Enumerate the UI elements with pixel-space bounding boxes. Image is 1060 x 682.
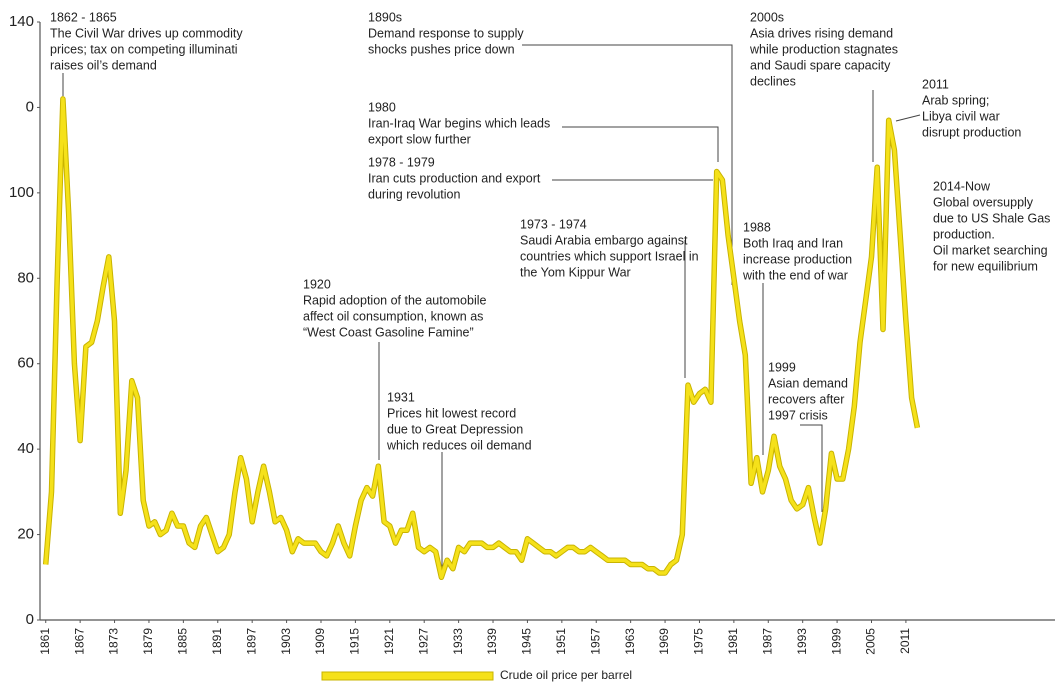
annotation-text: 1997 crisis: [768, 408, 828, 422]
annotation-title: 1980: [368, 100, 396, 114]
annotation-title: 1862 - 1865: [50, 10, 117, 24]
y-tick-label: 0: [26, 611, 34, 628]
x-tick-label: 1873: [107, 628, 121, 655]
x-tick-label: 1993: [795, 628, 809, 655]
annotation-title: 1988: [743, 220, 771, 234]
annotation-text: Arab spring;: [922, 93, 989, 107]
annotation-text: Saudi Arabia embargo against: [520, 233, 688, 247]
x-tick-label: 1921: [382, 628, 396, 655]
annotation-title: 1978 - 1979: [368, 155, 435, 169]
annotation-text: production.: [933, 227, 995, 241]
x-tick-label: 1867: [72, 628, 86, 655]
annotation-title: 1890s: [368, 10, 402, 24]
annotation-text: Iran-Iraq War begins which leads: [368, 116, 550, 130]
annotation-text: with the end of war: [742, 268, 848, 282]
y-tick-label: 100: [9, 184, 34, 201]
annotation-text: which reduces oil demand: [386, 438, 532, 452]
x-tick-label: 1915: [348, 628, 362, 655]
leader-line: [522, 44, 733, 285]
annotation-text: Rapid adoption of the automobile: [303, 293, 487, 307]
y-tick-label: 140: [9, 13, 34, 30]
annotation-text: for new equilibrium: [933, 259, 1038, 273]
annotation-title: 2011: [922, 77, 949, 91]
annotation-text: Prices hit lowest record: [387, 406, 516, 420]
x-tick-label: 1909: [313, 628, 327, 655]
x-tick-label: 1933: [451, 628, 465, 655]
x-tick-label: 1885: [176, 628, 190, 655]
y-tick-label: 80: [17, 269, 34, 286]
annotation-text: while production stagnates: [749, 42, 898, 56]
x-tick-label: 1999: [829, 628, 843, 655]
x-tick-label: 1939: [485, 628, 499, 655]
x-tick-label: 1897: [244, 628, 258, 655]
y-tick-label: 60: [17, 355, 34, 372]
annotation-text: Both Iraq and Iran: [743, 236, 843, 250]
x-tick-label: 1891: [210, 628, 224, 655]
annotation-title: 1973 - 1974: [520, 217, 587, 231]
leader-line: [800, 424, 823, 512]
annotation-text: and Saudi spare capacity: [750, 58, 891, 72]
annotation-text: Asia drives rising demand: [750, 26, 893, 40]
annotation-text: declines: [750, 74, 796, 88]
annotation-text: export slow further: [368, 132, 471, 146]
annotation-text: disrupt production: [922, 125, 1021, 139]
annotation-text: prices; tax on competing illuminati: [50, 42, 238, 56]
annotation-text: Demand response to supply: [368, 26, 524, 40]
x-tick-label: 1927: [416, 628, 430, 655]
x-tick-label: 1987: [760, 628, 774, 655]
annotation-text: recovers after: [768, 392, 844, 406]
annotation-text: affect oil consumption, known as: [303, 309, 483, 323]
leader-line: [562, 126, 719, 162]
annotation-text: due to Great Depression: [387, 422, 523, 436]
annotation-title: 2014-Now: [933, 179, 991, 193]
annotation-title: 1999: [768, 360, 796, 374]
x-tick-label: 1903: [279, 628, 293, 655]
annotation-text: Oil market searching: [933, 243, 1048, 257]
x-tick-label: 1963: [623, 628, 637, 655]
annotation-text: The Civil War drives up commodity: [50, 26, 243, 40]
annotation-text: increase production: [743, 252, 852, 266]
legend-swatch: [321, 671, 494, 681]
annotation-title: 1931: [387, 390, 415, 404]
annotation-text: Libya civil war: [922, 109, 1000, 123]
x-tick-label: 1951: [554, 628, 568, 655]
annotation-text: Global oversupply: [933, 195, 1034, 209]
x-tick-label: 1975: [692, 628, 706, 655]
annotation-text: due to US Shale Gas: [933, 211, 1050, 225]
annotation-text: raises oil’s demand: [50, 58, 157, 72]
annotation-text: during revolution: [368, 187, 460, 201]
x-tick-label: 1981: [726, 628, 740, 655]
y-tick-label: 0: [26, 98, 34, 115]
annotation-title: 2000s: [750, 10, 784, 24]
x-tick-label: 1879: [141, 628, 155, 655]
annotation-text: the Yom Kippur War: [520, 265, 631, 279]
leader-line: [895, 114, 921, 122]
y-tick-label: 40: [17, 440, 34, 457]
annotation-text: countries which support Israel in: [520, 249, 699, 263]
x-tick-label: 1957: [588, 628, 602, 655]
annotation-text: “West Coast Gasoline Famine”: [303, 325, 474, 339]
annotation-text: Iran cuts production and export: [368, 171, 541, 185]
x-tick-label: 1969: [657, 628, 671, 655]
x-tick-label: 2005: [864, 628, 878, 655]
legend-label: Crude oil price per barrel: [500, 668, 632, 682]
x-tick-label: 2011: [898, 628, 912, 654]
y-tick-label: 20: [17, 526, 34, 543]
annotation-text: shocks pushes price down: [368, 42, 515, 56]
annotation-title: 1920: [303, 277, 331, 291]
x-tick-label: 1945: [520, 628, 534, 655]
annotation-text: Asian demand: [768, 376, 848, 390]
x-tick-label: 1861: [38, 628, 52, 655]
series-line: [43, 97, 920, 580]
